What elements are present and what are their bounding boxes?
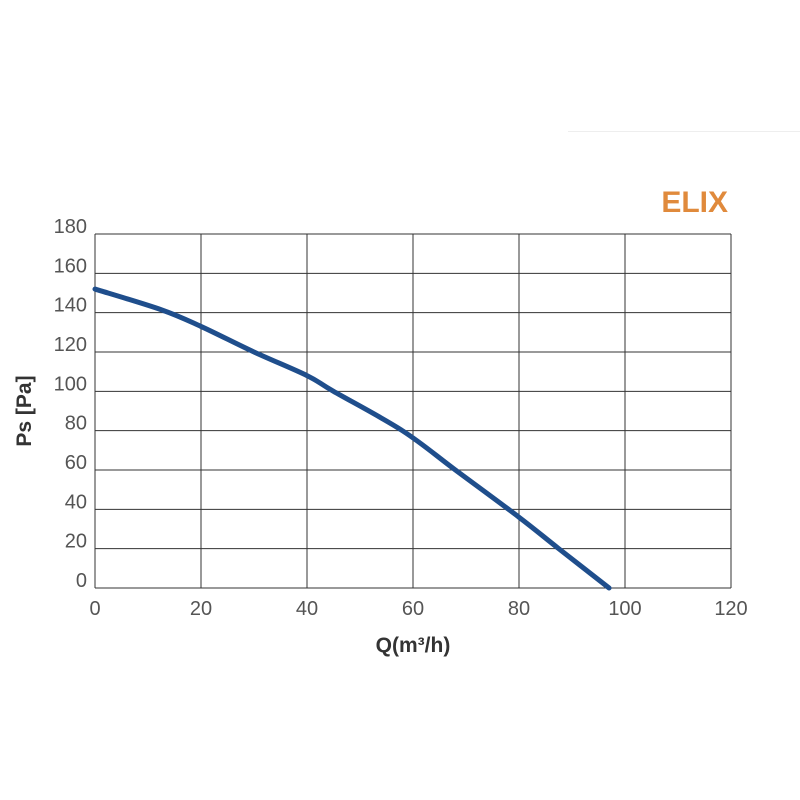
y-tick-label: 100 bbox=[54, 373, 87, 395]
x-tick-label: 60 bbox=[402, 598, 424, 620]
y-tick-label: 80 bbox=[65, 413, 87, 435]
y-tick-label: 180 bbox=[54, 216, 87, 238]
x-tick-label: 0 bbox=[89, 598, 100, 620]
series-line bbox=[92, 286, 612, 591]
tick-labels: 0 20 40 60 80 100 120 0 20 40 60 80 100 120 140 160 180 bbox=[54, 216, 748, 620]
y-tick-label: 120 bbox=[54, 334, 87, 356]
x-tick-label: 100 bbox=[608, 598, 641, 620]
y-tick-label: 0 bbox=[76, 570, 87, 592]
x-axis-label: Q(m³/h) bbox=[376, 634, 451, 657]
x-tick-label: 40 bbox=[296, 598, 318, 620]
y-tick-label: 160 bbox=[54, 255, 87, 277]
y-axis-label: Ps [Pa] bbox=[13, 375, 36, 446]
chart-title: ELIX bbox=[661, 186, 728, 219]
y-tick-label: 40 bbox=[65, 491, 87, 513]
x-tick-label: 20 bbox=[190, 598, 212, 620]
header-divider bbox=[568, 131, 800, 132]
y-tick-label: 60 bbox=[65, 452, 87, 474]
x-tick-label: 120 bbox=[714, 598, 747, 620]
grid bbox=[94, 233, 732, 589]
x-tick-label: 80 bbox=[508, 598, 530, 620]
y-tick-label: 20 bbox=[65, 531, 87, 553]
y-tick-label: 140 bbox=[54, 295, 87, 317]
